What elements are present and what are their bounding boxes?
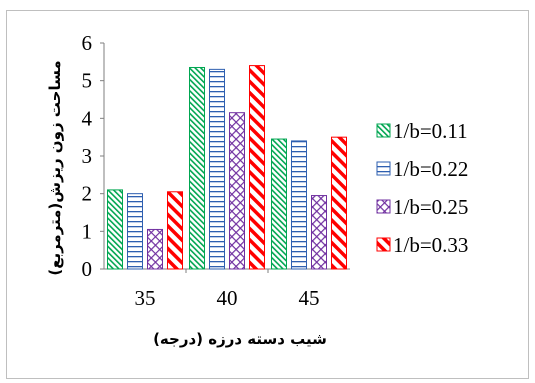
y-tick-label: 6 <box>82 31 93 55</box>
y-tick-label: 5 <box>82 69 93 93</box>
legend-swatch <box>376 199 391 214</box>
legend-swatch <box>376 237 391 252</box>
x-axis-title: شیب دسته درزه (درجه) <box>153 330 327 348</box>
bar <box>147 228 163 270</box>
bar <box>127 193 143 270</box>
y-tick-label: 1 <box>82 219 93 243</box>
x-tick-label: 35 <box>135 286 156 310</box>
bar <box>107 189 123 270</box>
legend-label: 1/b=0.25 <box>393 195 468 219</box>
y-tick-labels: 0 1 2 3 4 5 6 <box>82 31 104 281</box>
bar <box>167 191 183 270</box>
bar <box>189 66 205 270</box>
legend-label: 1/b=0.33 <box>393 233 468 257</box>
bars <box>107 65 347 270</box>
bar <box>229 112 245 270</box>
legend-swatch <box>376 123 391 138</box>
bar <box>209 68 225 270</box>
y-tick-label: 0 <box>82 257 93 281</box>
legend: 1/b=0.11 1/b=0.22 1/b=0.25 1/b=0.33 <box>376 119 468 257</box>
y-axis-title: مساحت زون ریزش(مترمربع) <box>46 60 64 275</box>
legend-label: 1/b=0.11 <box>393 119 468 143</box>
y-tick-label: 3 <box>82 144 93 168</box>
x-tick-labels: 35 40 45 <box>135 269 320 310</box>
y-tick-label: 2 <box>82 182 93 206</box>
bar <box>271 138 287 270</box>
legend-swatch <box>376 161 391 176</box>
legend-label: 1/b=0.22 <box>393 157 468 181</box>
x-tick-label: 40 <box>217 286 238 310</box>
bar <box>311 195 327 270</box>
bar <box>249 65 265 270</box>
y-tick-label: 4 <box>82 106 93 130</box>
bar <box>291 140 307 270</box>
bar <box>331 136 347 270</box>
x-tick-label: 45 <box>299 286 320 310</box>
